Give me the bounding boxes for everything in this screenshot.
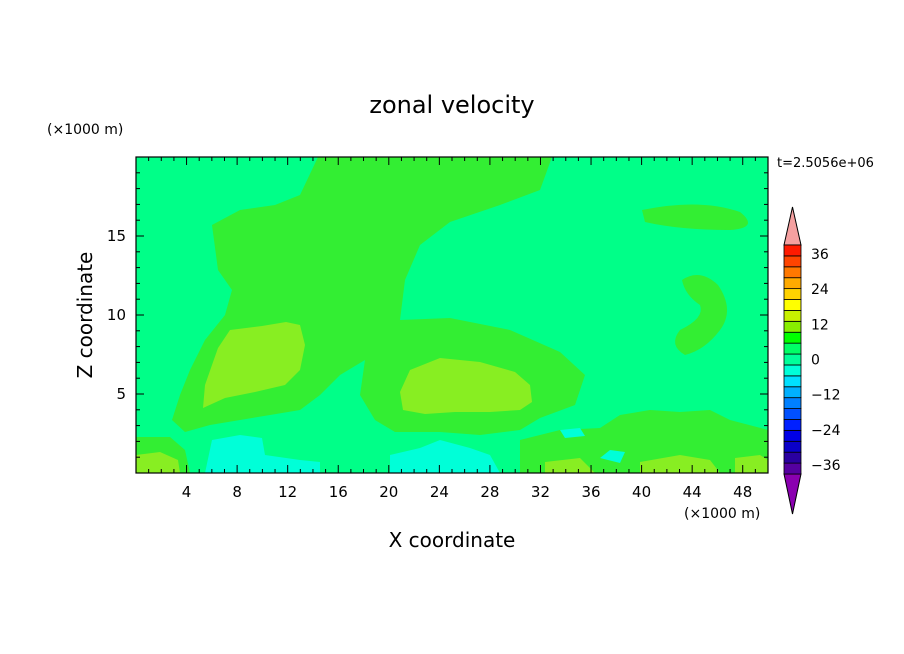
- colorbar-band: [783, 266, 802, 279]
- colorbar-band: [783, 397, 802, 409]
- colorbar-band: [783, 277, 802, 290]
- chart-title: zonal velocity: [369, 91, 534, 119]
- colorbar: 36 24 12 0 −12 −24 −36: [783, 206, 841, 515]
- x-unit-label: (×1000 m): [684, 506, 760, 522]
- colorbar-band: [783, 331, 802, 344]
- positive-region-center: [400, 358, 532, 414]
- y-axis-label: Z coordinate: [73, 252, 97, 379]
- colorbar-label: −36: [811, 458, 841, 474]
- x-axis: 4 8 12 16 20 24 28 32 36 40 44 48: [148, 157, 756, 501]
- colorbar-band: [783, 451, 802, 464]
- colorbar-band: [783, 342, 802, 355]
- colorbar-band: [783, 255, 802, 268]
- colorbar-label: 24: [811, 282, 829, 298]
- colorbar-label: 12: [811, 317, 829, 333]
- colorbar-band: [783, 299, 802, 311]
- colorbar-band: [783, 462, 802, 475]
- colorbar-band: [783, 310, 802, 322]
- colorbar-label: −12: [811, 388, 841, 404]
- negative-region-small: [560, 428, 625, 463]
- colorbar-label: 36: [811, 247, 829, 263]
- x-tick-label: 16: [329, 483, 348, 501]
- weak-positive-bottom-right: [520, 410, 768, 473]
- x-tick-label: 12: [278, 483, 297, 501]
- colorbar-band: [783, 244, 802, 257]
- colorbar-label: −24: [811, 423, 841, 439]
- negative-region-bottom: [205, 435, 320, 473]
- negative-region-bottom-center: [390, 440, 500, 473]
- x-tick-label: 4: [182, 483, 192, 501]
- contour-field: [135, 156, 769, 474]
- x-tick-label: 44: [683, 483, 702, 501]
- colorbar-band: [783, 440, 802, 453]
- colorbar-band: [783, 386, 802, 399]
- colorbar-band: [783, 353, 802, 366]
- weak-positive-blob-right-mid: [675, 275, 728, 355]
- x-tick-label: 36: [581, 483, 600, 501]
- colorbar-band: [783, 364, 802, 377]
- colorbar-min-extension: [783, 473, 802, 515]
- x-tick-label: 28: [480, 483, 499, 501]
- colorbar-band: [783, 288, 802, 300]
- colorbar-band: [783, 419, 802, 431]
- x-tick-label: 32: [531, 483, 550, 501]
- z-unit-label: (×1000 m): [47, 122, 123, 138]
- colorbar-band: [783, 429, 802, 442]
- colorbar-band: [783, 408, 802, 420]
- x-tick-label: 48: [733, 483, 752, 501]
- y-tick-label: 15: [107, 227, 126, 245]
- y-tick-label: 5: [116, 385, 126, 403]
- colorbar-band: [783, 375, 802, 388]
- colorbar-band: [783, 320, 802, 333]
- colorbar-max-extension: [783, 206, 802, 246]
- x-tick-label: 24: [430, 483, 449, 501]
- positive-region-bottom-left: [136, 452, 180, 473]
- colorbar-label: 0: [811, 353, 820, 369]
- weak-positive-blob-right-top: [642, 204, 748, 230]
- y-axis: 5 10 15: [107, 172, 768, 458]
- x-tick-label: 20: [379, 483, 398, 501]
- y-tick-label: 10: [107, 306, 126, 324]
- positive-region-bottom-right: [545, 455, 768, 473]
- x-tick-label: 8: [232, 483, 242, 501]
- x-tick-label: 40: [632, 483, 651, 501]
- x-axis-label: X coordinate: [389, 528, 516, 552]
- time-label: t=2.5056e+06: [777, 156, 874, 171]
- positive-region-left: [203, 322, 305, 408]
